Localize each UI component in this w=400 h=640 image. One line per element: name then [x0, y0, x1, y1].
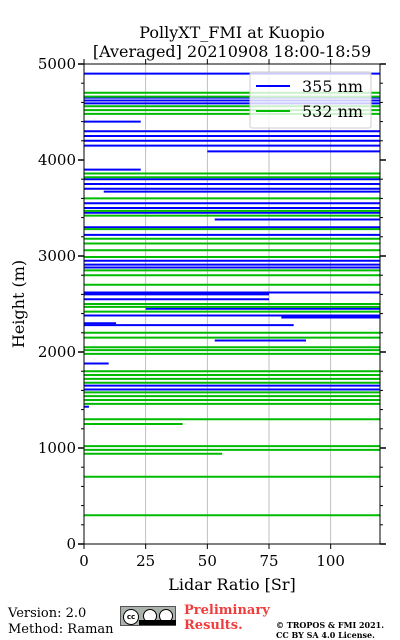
- y-tick-label: 3000: [38, 247, 76, 265]
- cc-license-badge: cc: [120, 606, 176, 626]
- x-axis-label: Lidar Ratio [Sr]: [168, 575, 296, 594]
- footer-info: Version: 2.0 Method: Raman: [8, 606, 114, 638]
- chart-title: PollyXT_FMI at Kuopio: [139, 23, 325, 42]
- data-layer: [84, 72, 380, 517]
- y-tick-label: 2000: [38, 343, 76, 361]
- series-532nm: [84, 91, 380, 517]
- cc-icon: cc: [123, 609, 139, 625]
- x-tick-label: 100: [316, 552, 345, 570]
- y-axis-label: Height (m): [9, 260, 28, 348]
- y-tick-label: 0: [66, 535, 76, 553]
- x-tick-label: 0: [79, 552, 89, 570]
- x-tick-label: 75: [259, 552, 278, 570]
- preliminary-line-2: Results.: [184, 618, 243, 633]
- method-text: Method: Raman: [8, 622, 114, 637]
- license-strip: [139, 620, 176, 625]
- chart-subtitle: [Averaged] 20210908 18:00-18:59: [93, 42, 371, 61]
- legend: 355 nm 532 nm: [249, 71, 372, 129]
- preliminary-line-1: Preliminary: [184, 603, 270, 618]
- legend-355-label: 355 nm: [302, 77, 363, 96]
- preliminary-notice: Preliminary Results.: [184, 603, 270, 633]
- legend-532-label: 532 nm: [302, 102, 363, 121]
- version-text: Version: 2.0: [8, 606, 87, 621]
- y-tick-label: 4000: [38, 151, 76, 169]
- plot-frame: [83, 63, 381, 545]
- copyright-line-1: © TROPOS & FMI 2021.: [276, 620, 385, 630]
- y-tick-label: 5000: [38, 55, 76, 73]
- x-tick-label: 50: [198, 552, 217, 570]
- copyright-line-2: CC BY SA 4.0 License.: [276, 630, 375, 640]
- x-tick-label: 25: [136, 552, 155, 570]
- y-tick-label: 1000: [38, 439, 76, 457]
- copyright-notice: © TROPOS & FMI 2021. CC BY SA 4.0 Licens…: [276, 620, 384, 640]
